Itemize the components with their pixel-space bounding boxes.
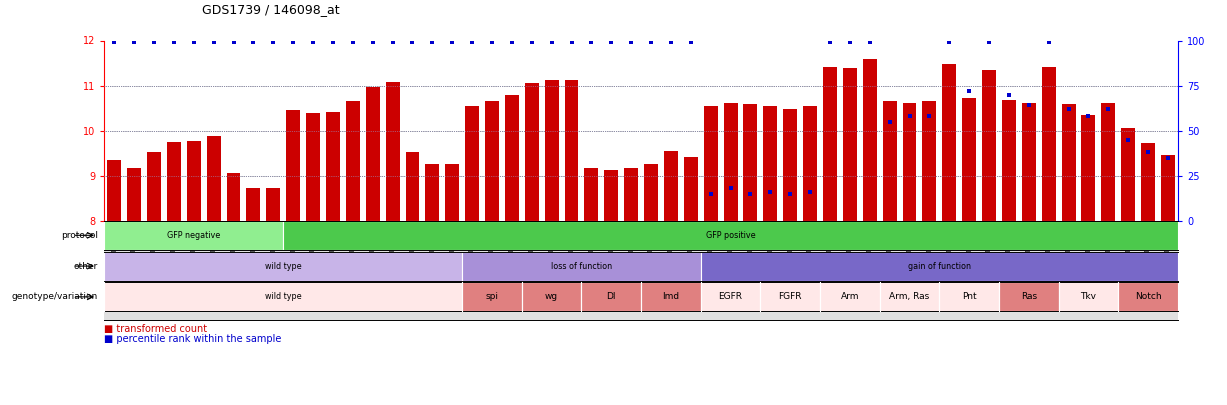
Bar xyxy=(962,98,977,221)
Bar xyxy=(1161,156,1175,221)
Bar xyxy=(823,67,837,221)
Bar xyxy=(744,104,757,221)
Bar xyxy=(704,106,718,221)
Bar xyxy=(843,68,856,221)
Text: FGFR: FGFR xyxy=(778,292,802,301)
Bar xyxy=(1141,143,1155,221)
Bar xyxy=(863,60,877,221)
Bar xyxy=(206,136,221,221)
Bar xyxy=(167,142,180,221)
Text: GFP positive: GFP positive xyxy=(706,231,756,240)
Bar xyxy=(366,87,379,221)
Text: spi: spi xyxy=(486,292,498,301)
Text: loss of function: loss of function xyxy=(551,262,612,271)
Text: wild type: wild type xyxy=(265,262,302,271)
Text: Ras: Ras xyxy=(1021,292,1037,301)
Bar xyxy=(545,80,558,221)
Bar xyxy=(763,106,777,221)
Text: Imd: Imd xyxy=(663,292,680,301)
Bar xyxy=(147,152,161,221)
Bar xyxy=(783,109,798,221)
Bar xyxy=(445,164,459,221)
Text: genotype/variation: genotype/variation xyxy=(12,292,98,301)
Bar xyxy=(346,101,360,221)
Bar xyxy=(982,70,996,221)
Text: Dl: Dl xyxy=(606,292,616,301)
Bar xyxy=(903,103,917,221)
Bar xyxy=(1042,67,1055,221)
Bar xyxy=(485,101,499,221)
Bar xyxy=(128,168,141,221)
Text: gain of function: gain of function xyxy=(908,262,971,271)
Text: Pnt: Pnt xyxy=(962,292,977,301)
Bar xyxy=(625,168,638,221)
Bar xyxy=(286,110,301,221)
Bar xyxy=(525,83,539,221)
Bar xyxy=(564,80,578,221)
Text: Arm, Ras: Arm, Ras xyxy=(890,292,930,301)
Bar xyxy=(227,173,240,221)
Bar xyxy=(664,151,677,221)
Bar xyxy=(1102,103,1115,221)
Bar xyxy=(644,164,658,221)
Bar xyxy=(1022,103,1036,221)
Bar xyxy=(306,113,320,221)
Text: ■ percentile rank within the sample: ■ percentile rank within the sample xyxy=(104,334,282,344)
Text: EGFR: EGFR xyxy=(719,292,742,301)
Text: protocol: protocol xyxy=(61,231,98,240)
Text: Arm: Arm xyxy=(840,292,859,301)
Bar xyxy=(1061,104,1076,221)
Bar xyxy=(107,160,121,221)
Text: GFP negative: GFP negative xyxy=(167,231,221,240)
Text: other: other xyxy=(74,262,98,271)
Text: Notch: Notch xyxy=(1135,292,1162,301)
Bar xyxy=(187,141,201,221)
Bar xyxy=(584,168,599,221)
Bar xyxy=(405,152,420,221)
Bar xyxy=(1081,115,1096,221)
Bar xyxy=(326,112,340,221)
Bar xyxy=(804,106,817,221)
Bar xyxy=(506,96,519,221)
Bar xyxy=(1121,128,1135,221)
Text: wg: wg xyxy=(545,292,558,301)
Bar xyxy=(247,188,260,221)
Bar xyxy=(266,188,280,221)
Text: Tkv: Tkv xyxy=(1081,292,1097,301)
Bar xyxy=(882,101,897,221)
Bar xyxy=(605,170,618,221)
Bar xyxy=(465,106,479,221)
Bar xyxy=(683,157,698,221)
Bar xyxy=(1002,100,1016,221)
Text: ■ transformed count: ■ transformed count xyxy=(104,324,207,334)
Bar xyxy=(942,64,956,221)
Bar xyxy=(426,164,439,221)
Bar xyxy=(385,82,400,221)
Bar xyxy=(923,101,936,221)
Text: wild type: wild type xyxy=(265,292,302,301)
Bar xyxy=(724,103,737,221)
Text: GDS1739 / 146098_at: GDS1739 / 146098_at xyxy=(202,3,340,16)
